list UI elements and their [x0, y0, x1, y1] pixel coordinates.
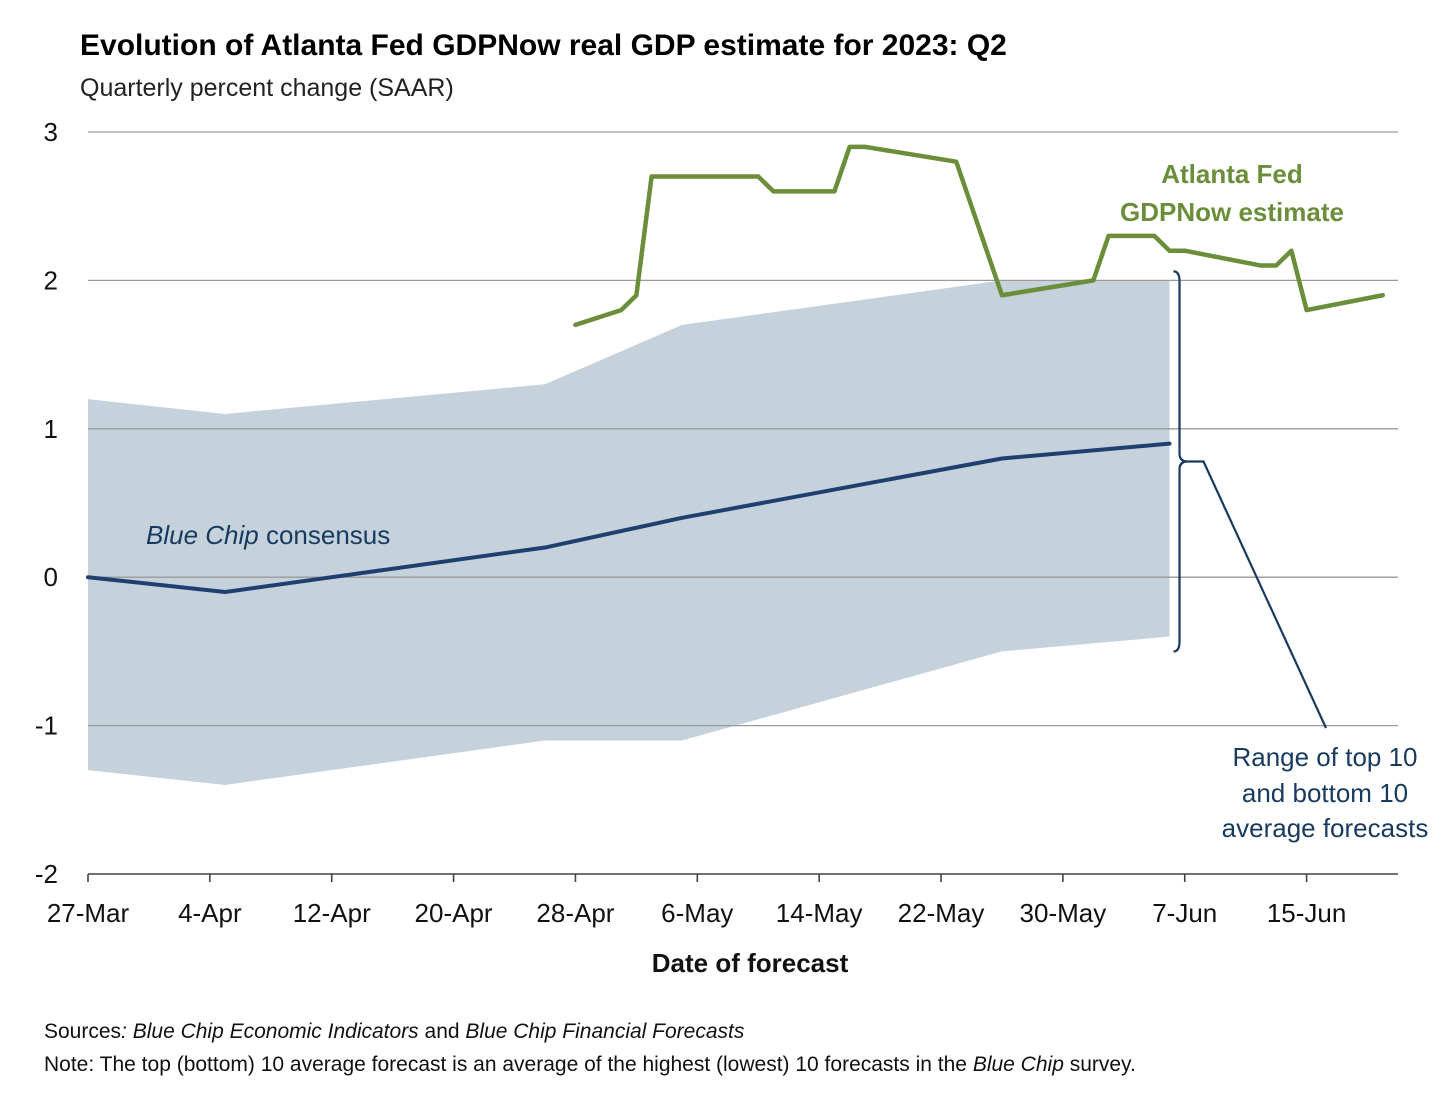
x-tick-label: 27-Mar [47, 898, 130, 928]
chart-title: Evolution of Atlanta Fed GDPNow real GDP… [80, 29, 1007, 62]
x-tick-label: 20-Apr [415, 898, 493, 928]
note-text2: survey. [1064, 1053, 1136, 1076]
range-band-layer [88, 280, 1170, 785]
note-label: Note: [44, 1053, 94, 1076]
x-tick-label: 7-Jun [1152, 898, 1217, 928]
sources-text1: : Blue Chip Economic Indicators [121, 1020, 419, 1043]
range-leader-line [1187, 460, 1327, 729]
note-text1: The top (bottom) 10 average forecast is … [94, 1053, 973, 1076]
x-tick-label: 4-Apr [178, 898, 242, 928]
range-bracket-brace [1173, 270, 1188, 653]
x-tick-label: 30-May [1020, 898, 1107, 928]
bluechip-label-rest: consensus [259, 520, 391, 550]
x-tick-label: 22-May [898, 898, 985, 928]
sources-line: Sources: Blue Chip Economic Indicators a… [44, 1020, 745, 1043]
x-tick-label: 15-Jun [1267, 898, 1347, 928]
y-tick-label: -2 [35, 859, 58, 889]
y-tick-label: 0 [44, 562, 58, 592]
y-axis-ticks: -2 -1 0 1 2 3 [35, 117, 58, 889]
sources-label: Sources [44, 1020, 121, 1043]
sources-text2: Blue Chip Financial Forecasts [465, 1020, 744, 1043]
x-axis-ticks: 27-Mar 4-Apr 12-Apr 20-Apr 28-Apr 6-May 14-May… [47, 898, 1347, 928]
y-tick-label: 1 [44, 414, 58, 444]
x-tick-label: 6-May [661, 898, 733, 928]
range-band [88, 280, 1170, 785]
gdpnow-label-line2: GDPNow estimate [1120, 197, 1344, 227]
bluechip-label-italic: Blue Chip [146, 520, 259, 550]
series-layer [86, 144, 1386, 595]
range-label-line2: and bottom 10 [1242, 778, 1408, 808]
chart-subtitle: Quarterly percent change (SAAR) [80, 74, 454, 102]
bluechip-consensus-line [86, 441, 1172, 595]
gdpnow-line [573, 144, 1386, 328]
note-italic: Blue Chip [973, 1053, 1064, 1076]
x-tick-label: 28-Apr [536, 898, 614, 928]
note-line: Note: The top (bottom) 10 average foreca… [44, 1053, 1136, 1076]
y-tick-label: 3 [44, 117, 58, 147]
x-axis-title: Date of forecast [652, 948, 849, 978]
x-axis [87, 873, 1398, 882]
sources-and: and [419, 1020, 466, 1043]
y-tick-label: 2 [44, 265, 58, 295]
range-label-line3: average forecasts [1222, 813, 1429, 843]
range-bracket [1173, 270, 1327, 729]
x-tick-label: 12-Apr [293, 898, 371, 928]
x-tick-label: 14-May [776, 898, 863, 928]
bluechip-label: Blue Chip consensus [146, 520, 390, 550]
y-tick-label: -1 [35, 711, 58, 741]
gdpnow-label-line1: Atlanta Fed [1161, 159, 1303, 189]
range-label-line1: Range of top 10 [1232, 742, 1417, 772]
